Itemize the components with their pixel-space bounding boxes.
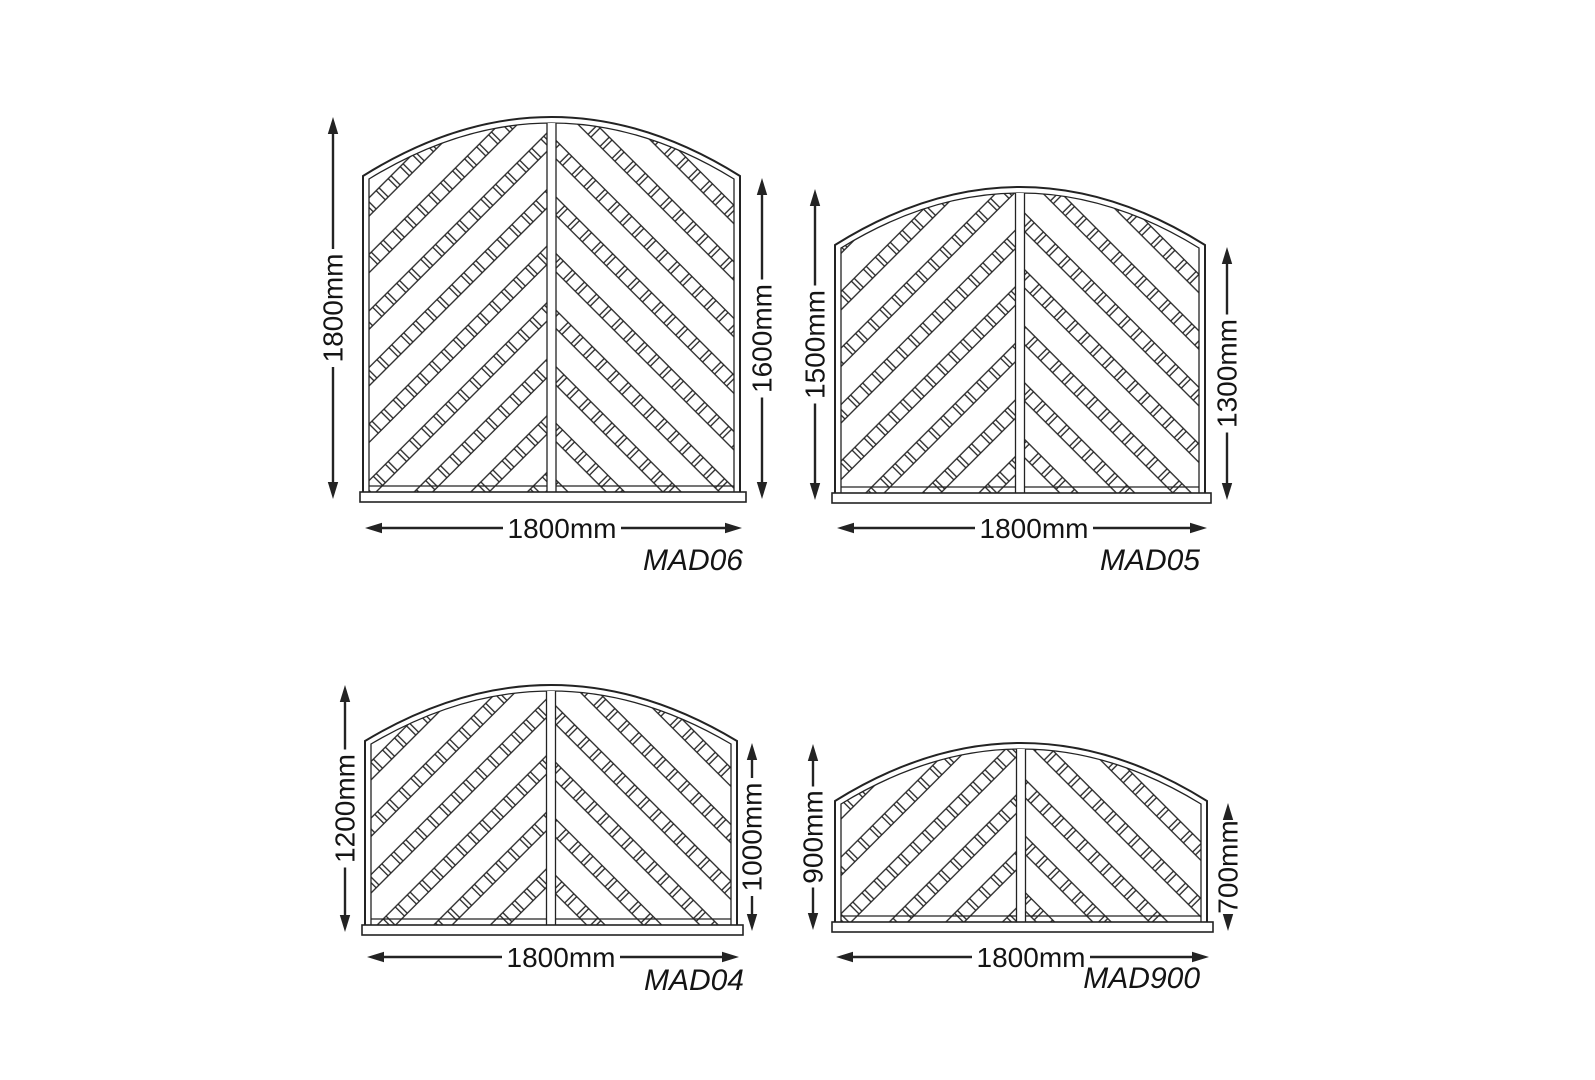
panel-mad06: 1800mm 1600mm 1800mm MAD06 — [317, 116, 777, 577]
arrowhead-icon — [365, 522, 382, 534]
lattice-right-half — [555, 691, 731, 925]
arrowhead-icon — [339, 685, 351, 702]
width-dimension: 1800mm — [836, 942, 1209, 973]
arch-frame-outer — [834, 186, 1206, 493]
arrowhead-icon — [756, 482, 768, 499]
arrowhead-icon — [746, 914, 758, 931]
width-dimension: 1800mm — [367, 942, 739, 973]
arrowhead-icon — [725, 522, 742, 534]
arch-frame-outer — [364, 684, 738, 925]
lattice-right-half — [1024, 193, 1199, 493]
dimension-label: 1800mm — [508, 513, 617, 544]
arrowhead-icon — [722, 951, 739, 963]
bottom-rail — [831, 492, 1212, 504]
dimension-label: 1200mm — [329, 754, 360, 863]
model-label: MAD05 — [1100, 544, 1200, 577]
arrowhead-icon — [1222, 914, 1234, 931]
arrowhead-icon — [836, 951, 853, 963]
model-label: MAD900 — [1083, 962, 1200, 995]
height-dimension-right: 1300mm — [1211, 247, 1242, 500]
height-dimension-left: 1200mm — [329, 685, 360, 932]
height-dimension-left: 1800mm — [317, 117, 348, 499]
bottom-rail — [359, 491, 747, 503]
arrowhead-icon — [809, 189, 821, 206]
arrowhead-icon — [339, 915, 351, 932]
lattice-right-half — [556, 123, 734, 492]
dimension-label: 1800mm — [507, 942, 616, 973]
height-dimension-right: 1000mm — [736, 743, 767, 931]
model-label: MAD04 — [644, 964, 744, 997]
arrowhead-icon — [367, 951, 384, 963]
central-batten — [1015, 193, 1025, 493]
height-dimension-right: 700mm — [1212, 803, 1243, 931]
arrowhead-icon — [1222, 803, 1234, 820]
height-dimension-right: 1600mm — [746, 178, 777, 499]
arrowhead-icon — [1190, 522, 1207, 534]
arrowhead-icon — [1192, 951, 1209, 963]
dimension-label: 1800mm — [977, 942, 1086, 973]
arch-frame-outer — [834, 742, 1208, 922]
arrowhead-icon — [1221, 483, 1233, 500]
lattice-right-half — [1025, 749, 1201, 922]
dimension-label: 1500mm — [799, 290, 830, 399]
central-batten — [547, 123, 556, 492]
bottom-rail — [361, 924, 744, 936]
bottom-rail — [831, 921, 1214, 933]
arrowhead-icon — [746, 743, 758, 760]
arch-frame-outer — [362, 116, 741, 492]
arrowhead-icon — [1221, 247, 1233, 264]
dimension-label: 1300mm — [1211, 319, 1242, 428]
dimension-label: 700mm — [1212, 820, 1243, 913]
dimension-label: 1600mm — [746, 284, 777, 393]
model-label: MAD06 — [643, 544, 743, 577]
arrowhead-icon — [807, 913, 819, 930]
dimension-label: 900mm — [797, 790, 828, 883]
dimension-label: 1800mm — [980, 513, 1089, 544]
width-dimension: 1800mm — [837, 513, 1207, 544]
arrowhead-icon — [809, 483, 821, 500]
arrowhead-icon — [327, 117, 339, 134]
width-dimension: 1800mm — [365, 513, 742, 544]
central-batten — [1016, 749, 1026, 922]
panel-mad04: 1200mm 1000mm 1800mm MAD04 — [329, 684, 767, 997]
arrowhead-icon — [807, 744, 819, 761]
height-dimension-left: 1500mm — [799, 189, 830, 500]
central-batten — [546, 691, 556, 925]
lattice-left-half — [371, 691, 547, 925]
dimension-label: 1800mm — [317, 254, 348, 363]
arrowhead-icon — [756, 178, 768, 195]
height-dimension-left: 900mm — [797, 744, 828, 930]
arrowhead-icon — [327, 482, 339, 499]
lattice-left-half — [369, 123, 547, 492]
lattice-left-half — [841, 749, 1017, 922]
arrowhead-icon — [837, 522, 854, 534]
lattice-left-half — [841, 193, 1016, 493]
panel-mad05: 1500mm 1300mm 1800mm MAD05 — [799, 186, 1242, 577]
dimension-label: 1000mm — [736, 783, 767, 892]
